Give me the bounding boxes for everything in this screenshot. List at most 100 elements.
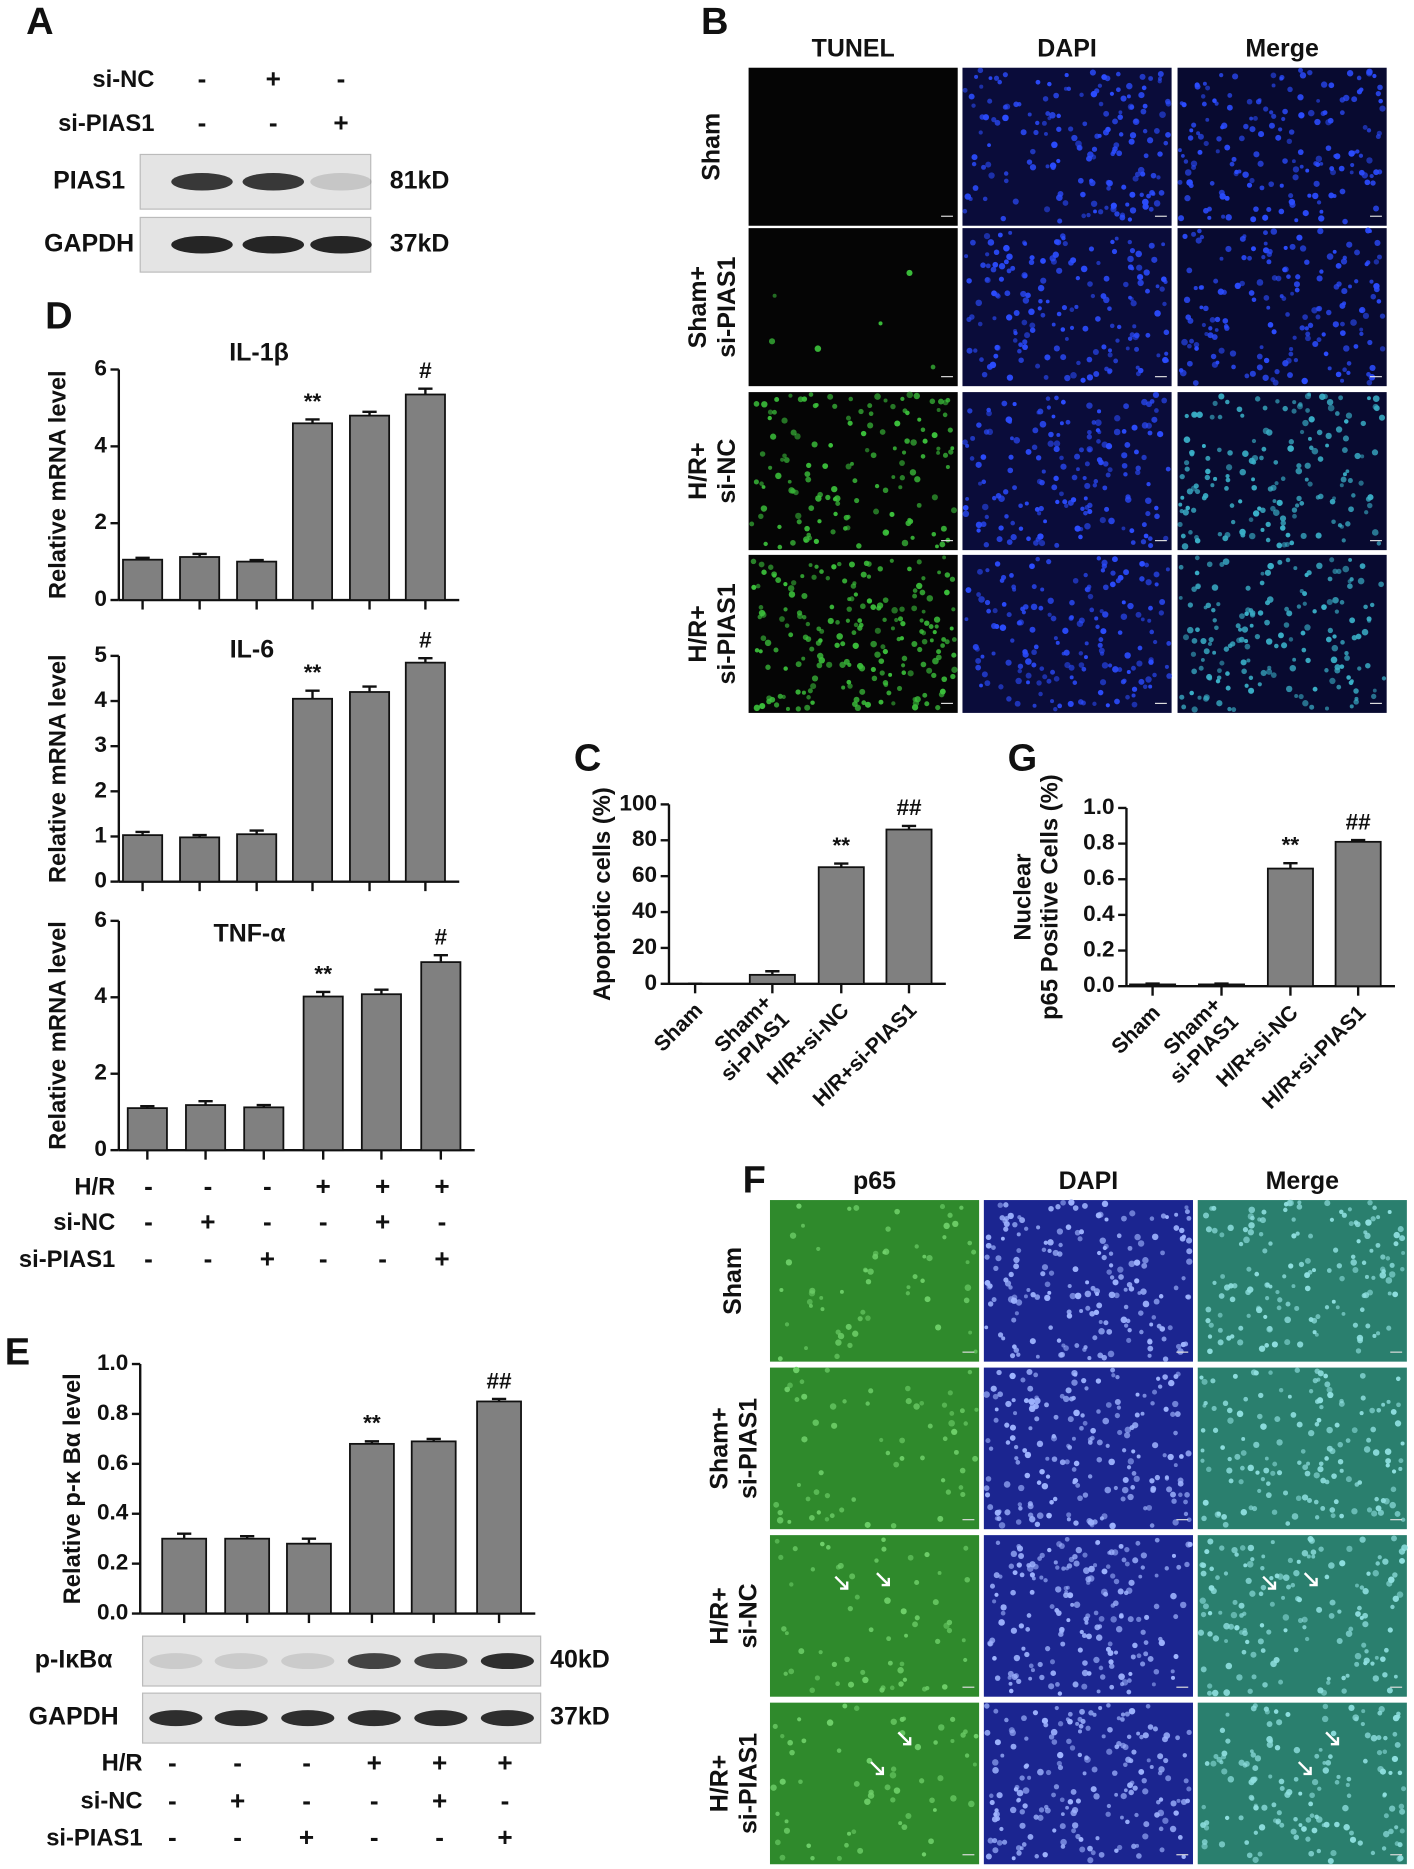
cell — [1053, 707, 1058, 712]
cell — [1180, 495, 1185, 500]
cell — [916, 582, 923, 590]
cell — [1165, 132, 1171, 138]
cell — [949, 576, 956, 582]
condition-sign: + — [316, 1171, 331, 1201]
cell — [1098, 1665, 1104, 1671]
cell — [924, 701, 930, 707]
cell — [885, 1450, 891, 1456]
cell — [1013, 1263, 1020, 1270]
cell — [794, 433, 801, 440]
cell — [1310, 1549, 1317, 1555]
cell — [765, 664, 771, 670]
cell — [1259, 185, 1265, 191]
cell — [1034, 1395, 1039, 1401]
cell — [1110, 1367, 1116, 1373]
cell — [1248, 1779, 1255, 1786]
cell — [911, 704, 919, 711]
condition-sign: + — [266, 64, 281, 94]
cell — [1098, 1328, 1105, 1335]
cell — [1200, 1666, 1207, 1673]
cell — [1386, 1399, 1391, 1404]
cell — [1105, 1811, 1111, 1817]
cell — [1008, 1563, 1015, 1569]
cell — [899, 460, 905, 466]
cell — [1324, 668, 1329, 673]
cell — [1088, 1710, 1094, 1716]
cell — [1134, 171, 1141, 178]
cell — [1041, 1482, 1049, 1490]
cell — [904, 438, 910, 444]
cell — [1219, 256, 1224, 261]
cell — [1125, 202, 1130, 207]
cell — [992, 1656, 997, 1661]
cell — [1121, 1679, 1129, 1686]
cell — [1248, 608, 1254, 613]
cell — [1167, 1453, 1174, 1461]
cell — [1391, 1535, 1397, 1542]
cell — [1263, 241, 1268, 246]
cell — [1284, 606, 1289, 612]
cell — [1096, 1439, 1103, 1446]
cell — [1256, 364, 1263, 371]
cell — [1108, 348, 1112, 353]
cell — [1186, 1786, 1192, 1792]
cell — [1354, 452, 1361, 460]
cell — [1340, 258, 1348, 265]
cell — [941, 637, 946, 642]
cell — [1071, 1379, 1078, 1386]
cell — [1186, 1729, 1192, 1736]
cell — [1136, 1454, 1141, 1459]
cell — [1029, 322, 1036, 329]
cell — [1172, 1519, 1179, 1526]
cell — [967, 1240, 973, 1246]
cell — [992, 608, 998, 614]
cell — [1163, 329, 1170, 336]
cell — [1158, 1766, 1165, 1773]
cell — [1259, 345, 1264, 350]
cell — [1154, 1812, 1160, 1818]
cell — [980, 262, 986, 269]
cell — [1022, 344, 1028, 351]
cell — [1133, 1259, 1141, 1266]
cell — [1261, 1804, 1268, 1811]
cell — [1153, 1298, 1160, 1305]
cell — [1153, 200, 1161, 207]
cell — [1028, 1426, 1033, 1431]
cell — [1104, 1486, 1112, 1494]
cell — [1212, 1280, 1217, 1285]
condition-sign: + — [333, 108, 348, 138]
cell — [1038, 605, 1044, 611]
cell — [1035, 455, 1042, 461]
cell — [1181, 704, 1187, 710]
cell — [1121, 462, 1128, 469]
condition-sign: - — [144, 1207, 153, 1237]
cell — [1318, 215, 1325, 222]
cell — [882, 1250, 887, 1255]
cell — [1041, 1264, 1049, 1271]
cell — [1317, 1466, 1324, 1473]
cell — [907, 566, 912, 572]
cell — [1082, 1660, 1088, 1666]
cell — [1139, 1329, 1144, 1335]
cell — [1376, 299, 1382, 304]
cell — [1373, 259, 1380, 265]
cell — [1387, 1627, 1393, 1633]
cell — [1280, 520, 1286, 526]
cell — [1243, 123, 1249, 130]
cell — [1378, 581, 1384, 588]
cell — [896, 685, 903, 691]
cell — [1158, 1636, 1163, 1642]
cell — [1129, 1210, 1136, 1217]
bar — [236, 560, 278, 601]
cell — [1110, 151, 1115, 157]
cell — [1367, 502, 1373, 509]
cell — [1328, 192, 1335, 199]
cell — [1225, 671, 1230, 676]
cell — [1245, 585, 1251, 591]
cell — [992, 1767, 999, 1774]
cell — [970, 239, 976, 246]
cell — [1347, 1207, 1352, 1212]
cell — [1100, 1588, 1108, 1596]
cell — [1369, 602, 1375, 608]
error-bar — [765, 970, 780, 975]
